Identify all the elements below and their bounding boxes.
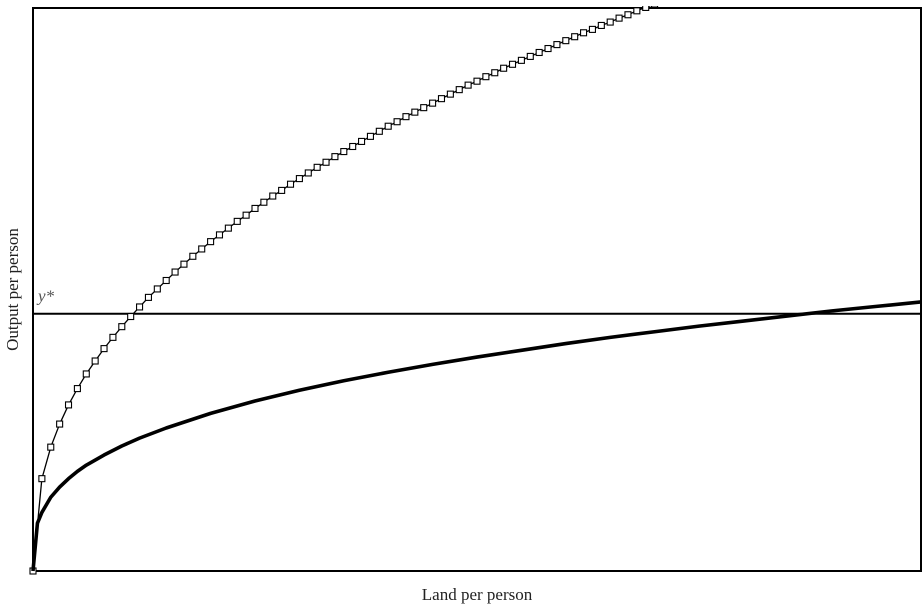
series-1-marker [508, 60, 517, 68]
y-star-label: y* [36, 287, 55, 306]
series-1-marker [562, 37, 570, 45]
series-1-marker [473, 77, 481, 85]
series-1-marker [615, 14, 623, 22]
series-1-marker [340, 148, 348, 156]
series-group [29, 0, 921, 575]
series-1-marker [233, 217, 241, 225]
series-1-marker [260, 198, 268, 206]
series-1-marker [597, 21, 605, 30]
series-1-marker [455, 86, 463, 94]
series-1-marker [73, 385, 81, 393]
series-1-marker [358, 137, 366, 145]
series-1-marker [517, 56, 525, 64]
series-1-marker [446, 90, 454, 98]
series-1-marker [553, 41, 561, 49]
series-1-marker [491, 69, 499, 77]
series-1-marker [278, 186, 286, 194]
series-1-marker [420, 104, 428, 112]
series-1-marker [633, 7, 641, 15]
series-1-marker [624, 11, 632, 19]
series-1-marker [535, 48, 543, 57]
series-1-marker [651, 6, 659, 8]
plot-frame [32, 7, 922, 572]
series-1-marker [606, 18, 614, 26]
y-axis-label: Output per person [3, 228, 22, 351]
series-1-marker [47, 443, 55, 451]
series-1-marker [224, 224, 232, 232]
series-1-marker [588, 25, 596, 33]
series-1-marker [482, 73, 490, 81]
series-1-marker [580, 29, 588, 37]
series-1-marker [375, 127, 383, 135]
series-1-marker [269, 192, 277, 200]
series-1-marker [64, 401, 73, 409]
series-1-marker [171, 268, 179, 276]
series-1-marker [464, 81, 472, 89]
series-2-line [31, 300, 921, 572]
series-1-marker [393, 118, 401, 126]
series-1-marker [437, 95, 446, 103]
series-1-marker [571, 33, 579, 41]
series-1-marker [127, 312, 135, 321]
series-1-marker [660, 0, 666, 3]
series-1-marker [526, 52, 534, 60]
series-1-marker [322, 158, 330, 166]
series-1-marker [349, 142, 357, 151]
series-1-marker [304, 169, 312, 177]
series-1-marker [198, 245, 206, 253]
series-1-marker [38, 475, 46, 483]
series-1-marker [331, 153, 339, 161]
series-1-marker [162, 276, 170, 285]
series-1-marker [384, 122, 392, 130]
series-1-marker [366, 132, 374, 140]
series-1-marker [153, 285, 161, 293]
series-1-marker [411, 108, 419, 116]
series-1-marker [500, 64, 508, 72]
series-1-marker [100, 345, 108, 353]
series-1-marker [642, 6, 650, 11]
series-1-marker [82, 370, 90, 378]
series-1-marker [109, 333, 117, 341]
series-1-marker [215, 231, 224, 239]
series-1-marker [544, 44, 552, 53]
series-1-marker [286, 180, 295, 188]
series-1-marker [136, 303, 144, 311]
series-1-marker [295, 175, 303, 183]
series-1-marker [189, 252, 197, 260]
series-2 [31, 300, 921, 572]
series-1-marker [144, 293, 152, 301]
series-1-line [32, 6, 652, 572]
series-1-marker [56, 420, 64, 428]
series-1-marker [207, 238, 215, 246]
series-1 [29, 0, 666, 575]
x-axis-label: Land per person [422, 585, 533, 604]
series-1-marker [429, 99, 437, 107]
series-1-marker [91, 357, 99, 365]
series-1-marker [313, 163, 321, 171]
series-1-marker [251, 204, 259, 212]
series-1-marker [402, 113, 410, 121]
series-1-marker [180, 260, 188, 268]
series-1-marker [242, 211, 250, 219]
series-1-marker [118, 323, 126, 331]
